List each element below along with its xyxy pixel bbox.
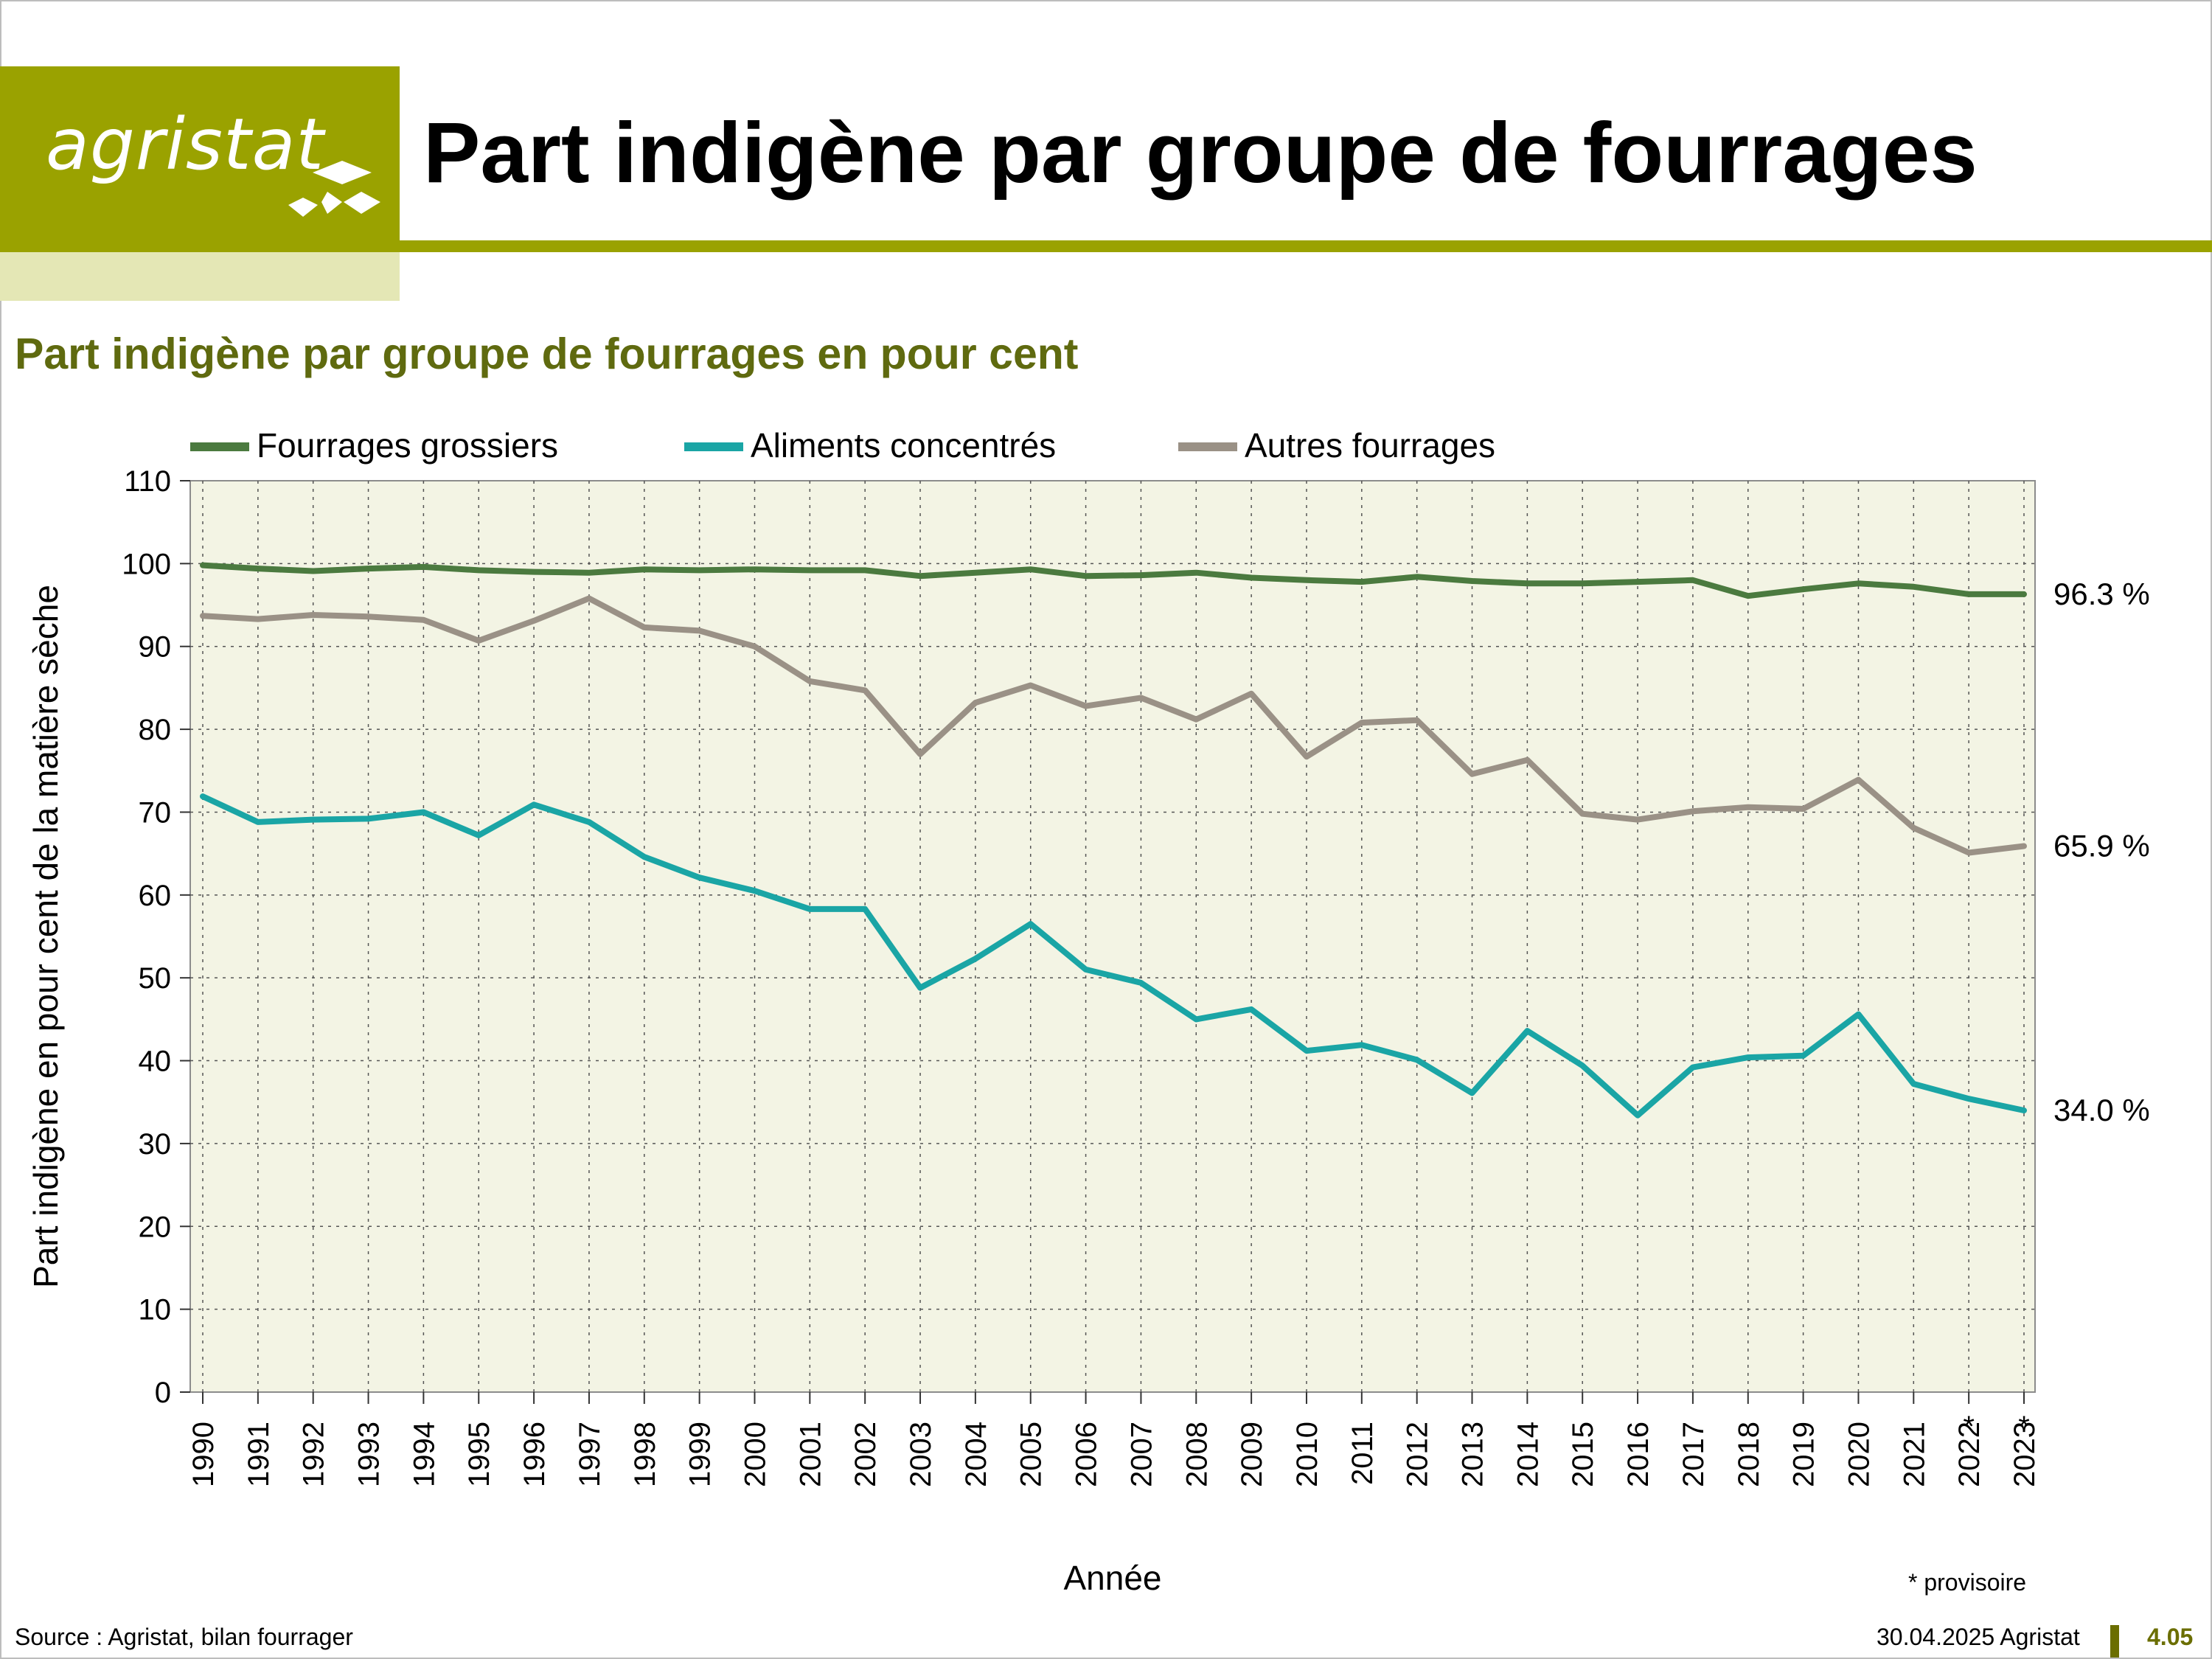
x-tick-label: 2019 (1788, 1422, 1820, 1487)
x-tick-label: 2000 (739, 1422, 771, 1487)
x-tick-label: 1996 (518, 1422, 551, 1487)
x-tick-label: 2012 (1402, 1422, 1434, 1487)
y-tick-label: 30 (139, 1128, 172, 1161)
x-tick-label: 1997 (574, 1422, 606, 1487)
logo-underlay (0, 252, 400, 301)
x-tick-label: 2001 (794, 1422, 827, 1487)
x-axis-title: Année (1063, 1559, 1161, 1597)
y-tick-label: 110 (124, 465, 171, 498)
x-tick-label: 2005 (1015, 1422, 1048, 1487)
x-tick-label: 2023 (2008, 1422, 2041, 1487)
footer-separator (2110, 1625, 2119, 1658)
x-tick-label: 2013 (1457, 1422, 1489, 1487)
y-tick-label: 80 (139, 714, 172, 746)
x-tick-label: 1992 (298, 1422, 330, 1487)
logo-diamonds-icon (288, 161, 380, 217)
series-line (200, 562, 2027, 599)
x-tick-label: 1993 (353, 1422, 386, 1487)
x-tick-label: 2016 (1622, 1422, 1655, 1487)
y-tick-label: 40 (139, 1046, 172, 1078)
logo-box (0, 66, 400, 252)
x-tick-label: 2010 (1291, 1422, 1324, 1487)
source-note: Source : Agristat, bilan fourrager (15, 1624, 353, 1650)
chart-title: Part indigène par groupe de fourrages en… (15, 330, 1079, 378)
x-tick-label: 1991 (243, 1422, 275, 1487)
footer-date: 30.04.2025 Agristat (1877, 1624, 2080, 1650)
x-tick-label: 2007 (1125, 1422, 1158, 1487)
y-tick-label: 60 (139, 880, 172, 912)
x-tick-label: 2018 (1733, 1422, 1765, 1487)
x-tick-label: 2020 (1843, 1422, 1875, 1487)
provisional-note: * provisoire (1908, 1569, 2027, 1596)
page-title: Part indigène par groupe de fourrages (423, 105, 1978, 201)
x-tick-label: 2021 (1898, 1422, 1930, 1487)
legend-label: Fourrages grossiers (257, 426, 558, 465)
y-axis-title: Part indigène en pour cent de la matière… (27, 585, 65, 1288)
x-tick-label: 1990 (187, 1422, 220, 1487)
x-tick-label: 2008 (1180, 1422, 1213, 1487)
x-tick-label: 2006 (1071, 1422, 1103, 1487)
x-tick-label: 1999 (684, 1422, 717, 1487)
y-tick-label: 0 (155, 1377, 171, 1409)
legend-label: Aliments concentrés (751, 426, 1056, 465)
provisional-marker: * (2018, 1411, 2030, 1443)
x-tick-label: 2004 (960, 1422, 992, 1487)
x-tick-label: 2002 (849, 1422, 882, 1487)
x-tick-label: 2015 (1567, 1422, 1599, 1487)
y-tick-label: 70 (139, 796, 172, 829)
x-tick-label: 2014 (1512, 1422, 1544, 1487)
x-tick-label: 2011 (1346, 1422, 1379, 1485)
logo-text: agristat (46, 103, 325, 186)
x-tick-label: 1994 (408, 1422, 440, 1487)
series-end-label: 34.0 % (2053, 1093, 2150, 1127)
x-tick-label: 2009 (1236, 1422, 1268, 1487)
series-line (200, 595, 2027, 856)
series-end-label: 96.3 % (2053, 577, 2150, 611)
plot-area (189, 480, 2036, 1393)
series-end-label: 65.9 % (2053, 829, 2150, 863)
page-number: 4.05 (2147, 1624, 2194, 1650)
series-line (200, 793, 2027, 1119)
header-bar (0, 240, 2212, 252)
x-tick-label: 1998 (629, 1422, 661, 1487)
y-tick-label: 10 (139, 1294, 172, 1326)
legend-label: Autres fourrages (1245, 426, 1495, 465)
provisional-marker: * (1963, 1411, 1975, 1443)
x-tick-label: 2022 (1953, 1422, 1986, 1487)
x-tick-label: 1995 (463, 1422, 495, 1487)
y-tick-label: 20 (139, 1211, 172, 1243)
y-tick-label: 100 (122, 548, 171, 580)
y-tick-label: 50 (139, 962, 172, 995)
y-tick-label: 90 (139, 631, 172, 664)
x-tick-label: 2003 (905, 1422, 937, 1487)
x-tick-label: 2017 (1677, 1422, 1710, 1487)
